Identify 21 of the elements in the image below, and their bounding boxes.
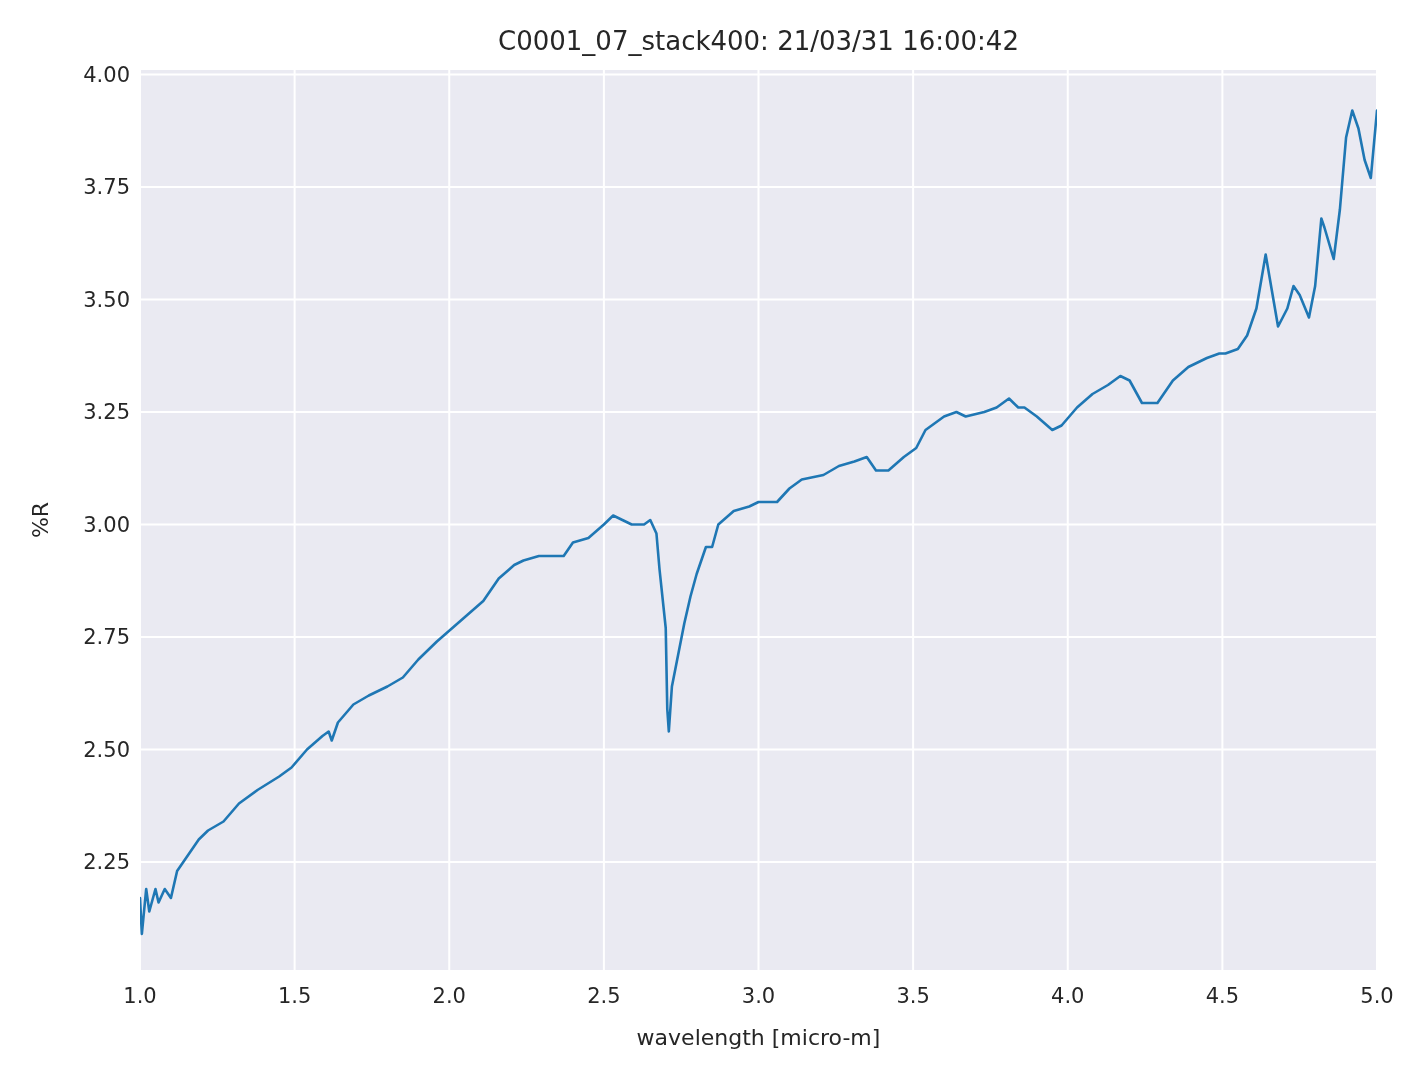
x-axis-title: wavelength [micro-m] [636,1025,881,1050]
x-tick-label: 1.5 [277,984,312,1008]
x-tick-label: 4.5 [1205,984,1240,1008]
y-tick-label: 3.25 [83,400,130,424]
line-series [140,109,1377,936]
y-tick-label: 3.50 [83,287,130,312]
y-tick-label: 3.00 [83,512,130,537]
x-tick-label: 5.0 [1360,984,1394,1008]
y-tick-label: 2.25 [83,850,130,874]
y-tick-label: 4.00 [83,62,130,87]
y-tick-label: 3.75 [83,175,130,199]
y-tick-label: 2.75 [83,625,130,649]
x-tick-label: 4.0 [1051,984,1085,1008]
y-tick-label: 2.50 [83,737,130,762]
x-tick-label: 2.0 [432,984,466,1008]
x-tick-label: 3.0 [741,984,776,1008]
y-axis-title: %R [28,501,53,539]
x-tick-label: 1.0 [123,984,157,1008]
chart-title: C0001_07_stack400: 21/03/31 16:00:42 [498,26,1019,56]
x-tick-label: 3.5 [896,984,930,1008]
x-tick-label: 2.5 [587,984,621,1008]
